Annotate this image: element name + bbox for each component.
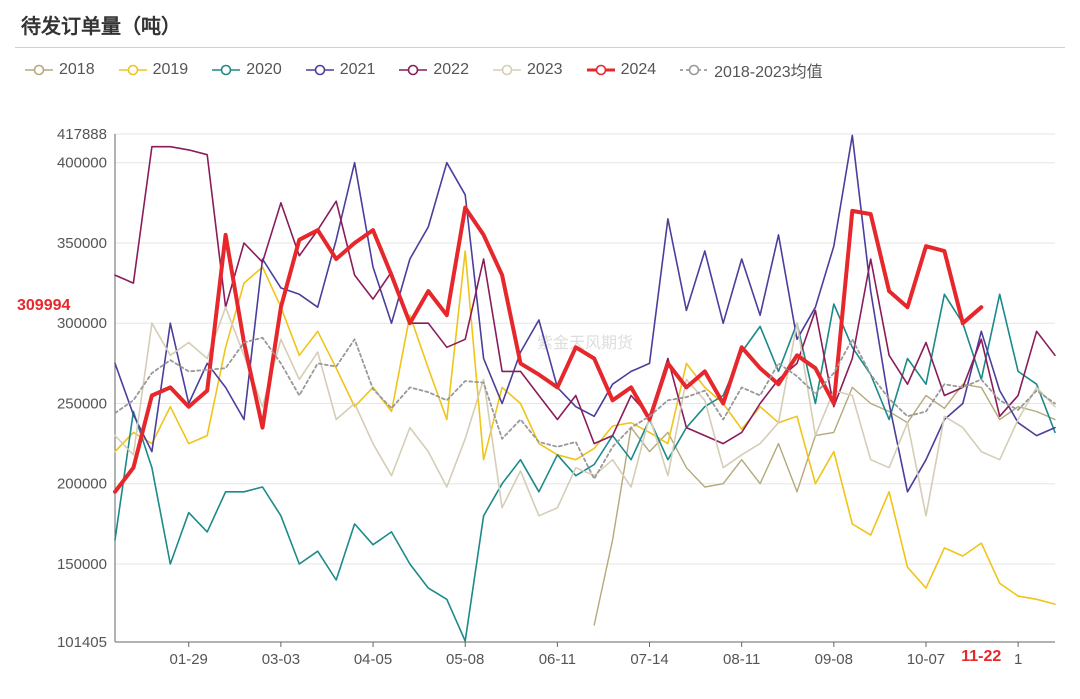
- plot-area: 101405 150000 200000 250000 300000 350000 4000…: [15, 94, 1065, 684]
- svg-text:08-11: 08-11: [723, 651, 760, 668]
- svg-text:01-29: 01-29: [170, 651, 208, 668]
- svg-text:07-14: 07-14: [630, 651, 668, 668]
- legend-label: 2022: [433, 61, 469, 79]
- legend-swatch-icon: [25, 63, 53, 77]
- legend-item-2020: 2020: [212, 58, 282, 82]
- legend-item-2019: 2019: [119, 58, 189, 82]
- legend-swatch-icon: [587, 63, 615, 77]
- svg-text:10-07: 10-07: [907, 651, 945, 668]
- highlight-y-label: 309994: [17, 297, 70, 315]
- legend-item-2018-2023均值: 2018-2023均值: [680, 58, 823, 82]
- legend-label: 2018-2023均值: [714, 58, 823, 82]
- line-chart: 101405 150000 200000 250000 300000 350000 4000…: [15, 94, 1065, 684]
- legend-swatch-icon: [119, 63, 147, 77]
- svg-text:03-03: 03-03: [262, 651, 300, 668]
- svg-text:150000: 150000: [57, 556, 107, 573]
- legend-item-2024: 2024: [587, 58, 657, 82]
- svg-text:101405: 101405: [57, 634, 107, 651]
- chart-title: 待发订单量（吨）: [21, 10, 1065, 39]
- svg-text:05-08: 05-08: [446, 651, 484, 668]
- svg-text:紫金天风期货: 紫金天风期货: [537, 334, 633, 352]
- svg-text:400000: 400000: [57, 155, 107, 172]
- legend-item-2023: 2023: [493, 58, 563, 82]
- svg-text:04-05: 04-05: [354, 651, 392, 668]
- svg-text:09-08: 09-08: [815, 651, 853, 668]
- legend-item-2021: 2021: [306, 58, 376, 82]
- legend-item-2022: 2022: [399, 58, 469, 82]
- legend-swatch-icon: [493, 63, 521, 77]
- legend-label: 2023: [527, 61, 563, 79]
- legend-swatch-icon: [306, 63, 334, 77]
- svg-text:417888: 417888: [57, 126, 107, 143]
- highlight-x-label: 11-22: [961, 648, 1001, 666]
- svg-text:300000: 300000: [57, 315, 107, 332]
- legend-swatch-icon: [680, 63, 708, 77]
- legend-swatch-icon: [399, 63, 427, 77]
- svg-text:200000: 200000: [57, 476, 107, 493]
- legend-item-2018: 2018: [25, 58, 95, 82]
- legend-label: 2024: [621, 61, 657, 79]
- legend: 2018 2019 2020 2021 2022 2023 2024 2018-2023均值: [15, 54, 1065, 94]
- svg-text:1: 1: [1014, 651, 1022, 668]
- legend-label: 2019: [153, 61, 189, 79]
- title-rule: [15, 47, 1065, 48]
- legend-label: 2020: [246, 61, 282, 79]
- legend-swatch-icon: [212, 63, 240, 77]
- legend-label: 2018: [59, 61, 95, 79]
- svg-text:350000: 350000: [57, 235, 107, 252]
- legend-label: 2021: [340, 61, 376, 79]
- svg-text:06-11: 06-11: [539, 651, 576, 668]
- svg-text:250000: 250000: [57, 395, 107, 412]
